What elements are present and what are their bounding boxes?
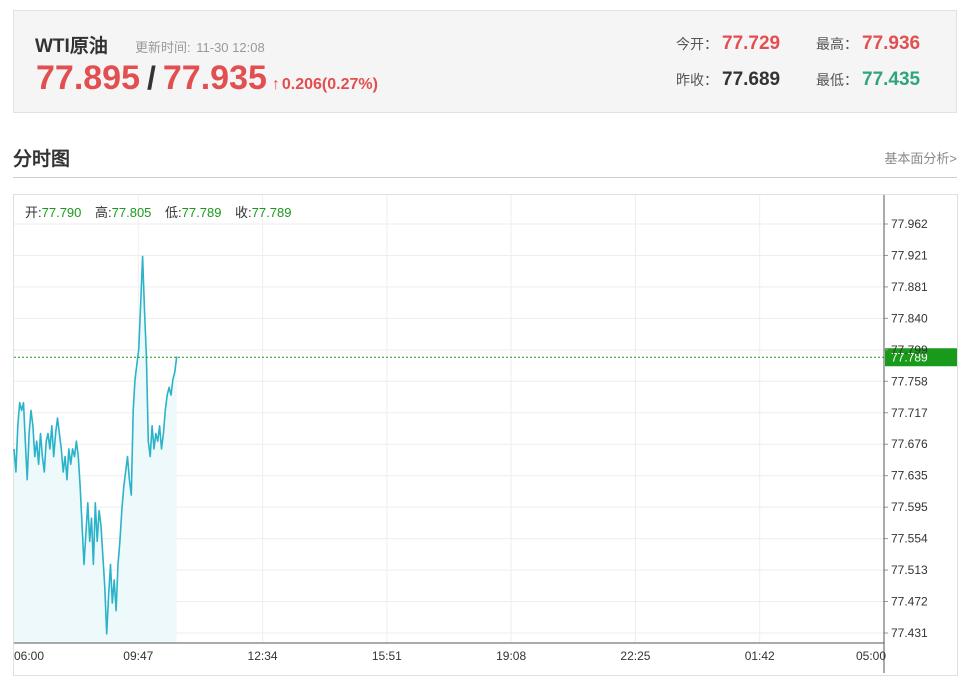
stat-prev-close-label: 昨收： [676, 72, 718, 88]
y-tick-label: 77.472 [891, 595, 928, 609]
intraday-chart[interactable]: 77.789 77.962 77.921 77.881 77.840 77.799 77.… [13, 194, 958, 676]
ask-price: 77.935 [162, 59, 267, 97]
chart-axes [14, 195, 888, 673]
ohlc-close-label: 收: [235, 205, 252, 220]
stat-high-value: 77.936 [862, 33, 921, 54]
stat-prev-close-value: 77.689 [722, 69, 781, 90]
y-tick-label: 77.921 [891, 248, 928, 262]
y-tick-label: 77.799 [891, 343, 928, 357]
y-tick-label: 77.554 [891, 532, 928, 546]
ohlc-high-value: 77.805 [112, 205, 152, 220]
bid-price: 77.895 [36, 59, 140, 97]
stat-low: 最低： 77.435 [816, 69, 920, 91]
stat-low-label: 最低： [816, 72, 858, 88]
arrow-up-icon: ↑ [271, 76, 280, 93]
x-tick-label: 15:51 [372, 649, 402, 663]
price-separator: / [147, 60, 156, 96]
y-tick-label: 77.962 [891, 217, 928, 231]
ohlc-low-label: 低: [165, 205, 182, 220]
chart-svg[interactable]: 77.789 77.96277.92177.88177.84077.79977.… [13, 194, 958, 676]
stat-low-value: 77.435 [862, 69, 921, 90]
current-price-tag [885, 348, 957, 367]
y-tick-label: 77.513 [891, 563, 928, 577]
quote-panel: WTI原油 更新时间: 11-30 12:08 77.895 / 77.935 … [13, 10, 957, 113]
price-area [14, 256, 177, 643]
y-tick-label: 77.635 [891, 469, 928, 483]
ohlc-high-label: 高: [95, 205, 112, 220]
ohlc-close-value: 77.789 [252, 205, 292, 220]
update-time-value: 11-30 12:08 [196, 40, 265, 55]
x-tick-label: 19:08 [496, 649, 526, 663]
y-tick-labels: 77.962 77.921 77.881 77.840 77.799 77.758 77.7… [891, 217, 928, 640]
x-tick-label: 06:00 [14, 649, 44, 663]
ohlc-low-value: 77.789 [182, 205, 222, 220]
ohlc-readout: 开:77.790 高:77.805 低:77.789 收:77.789 [25, 205, 291, 220]
ohlc-open-label: 开: [25, 205, 42, 220]
x-tick-label: 22:25 [620, 649, 650, 663]
update-time: 更新时间: 11-30 12:08 [133, 37, 265, 56]
stat-high-label: 最高： [816, 36, 858, 52]
y-tick-label: 77.676 [891, 437, 928, 451]
y-tick-label: 77.717 [891, 406, 928, 420]
stat-open-label: 今开： [676, 36, 718, 52]
price-line [13, 255, 178, 635]
section-title: 分时图 [13, 149, 71, 170]
stat-prev-close: 昨收： 77.689 [676, 69, 780, 91]
stat-high: 最高： 77.936 [816, 33, 920, 55]
update-time-label: 更新时间: [135, 40, 191, 55]
price-row: 77.895 / 77.935 ↑ 0.206(0.27%) [36, 59, 378, 98]
ohlc-open-value: 77.790 [42, 205, 82, 220]
fundamental-analysis-link[interactable]: 基本面分析> [884, 151, 957, 166]
y-tick-label: 77.431 [891, 626, 928, 640]
x-tick-labels: 06:00 09:47 12:34 15:51 19:08 22:25 01:42 05:00 [14, 649, 886, 663]
x-tick-label: 01:42 [745, 649, 775, 663]
price-change: 0.206(0.27%) [281, 76, 378, 93]
stat-open: 今开： 77.729 [676, 33, 780, 55]
x-tick-label: 09:47 [123, 649, 153, 663]
current-price-label: 77.789 [891, 350, 928, 364]
x-tick-label: 12:34 [248, 649, 278, 663]
y-tick-label: 77.758 [891, 374, 928, 388]
chart-series [13, 255, 178, 643]
y-tick-label: 77.881 [891, 280, 928, 294]
y-tick-label: 77.595 [891, 500, 928, 514]
section-header: 分时图 基本面分析> [13, 141, 957, 178]
x-tick-label: 05:00 [856, 649, 886, 663]
stat-open-value: 77.729 [722, 33, 781, 54]
current-price-marker: 77.789 [14, 348, 957, 367]
instrument-title: WTI原油 [35, 36, 108, 57]
y-tick-label: 77.840 [891, 311, 928, 325]
